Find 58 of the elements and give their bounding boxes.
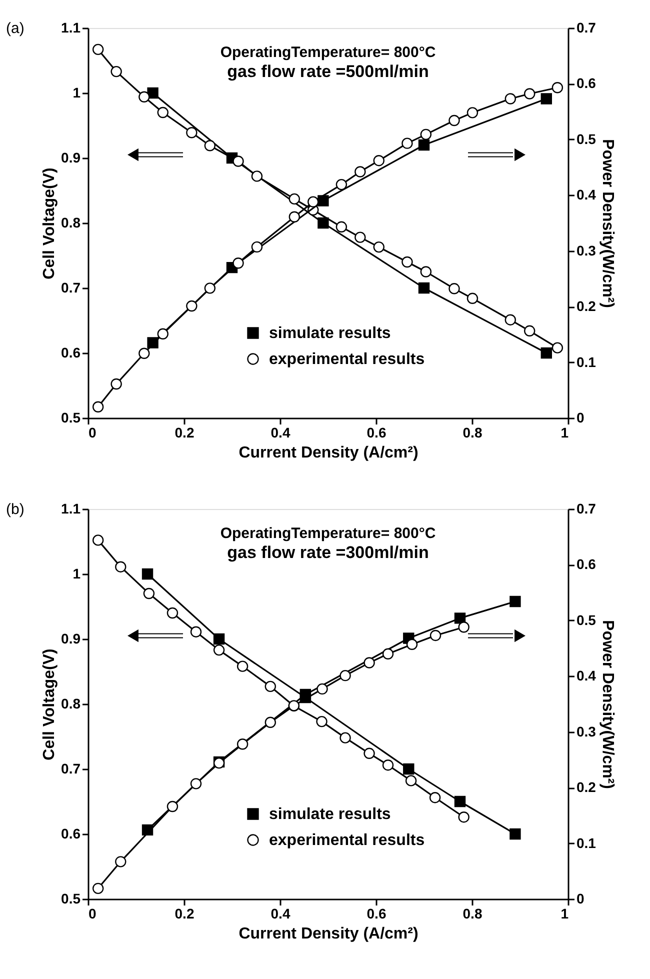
- x-tick-label: 1: [560, 906, 569, 922]
- y2-tick-label: 0.1: [576, 834, 596, 851]
- y-tick-label: 0.9: [61, 150, 81, 166]
- y-tick-label: 0.5: [61, 890, 81, 906]
- y-axis-title: Cell Voltage(V): [41, 168, 58, 280]
- y-axis-title: Cell Voltage(V): [41, 648, 58, 760]
- legend-label: simulate results: [269, 325, 391, 342]
- legend-label: experimental results: [269, 351, 425, 368]
- x-tick-label: 0.4: [270, 424, 290, 440]
- x-tick-label: 0.8: [462, 424, 482, 440]
- annotation: OperatingTemperature= 800°C: [220, 44, 436, 61]
- annotation: gas flow rate =500ml/min: [227, 62, 429, 81]
- x-tick-label: 0: [88, 424, 96, 440]
- y2-tick-label: 0.7: [576, 500, 596, 516]
- y2-tick-label: 0.1: [576, 354, 596, 370]
- y2-tick-label: 0.4: [576, 186, 596, 203]
- annotation: gas flow rate =300ml/min: [227, 543, 429, 562]
- legend-label: experimental results: [269, 832, 425, 849]
- y-tick-label: 0.5: [61, 410, 81, 426]
- x-tick-label: 0.4: [270, 906, 290, 922]
- annotation: OperatingTemperature= 800°C: [220, 525, 436, 542]
- y-tick-label: 1: [72, 566, 81, 582]
- y-tick-label: 1.1: [61, 500, 81, 516]
- y2-tick-label: 0.6: [576, 556, 596, 572]
- legend-label: simulate results: [269, 806, 391, 823]
- x-tick-label: 0.6: [366, 424, 386, 440]
- x-tick-label: 0: [88, 906, 96, 922]
- y-tick-label: 1: [72, 84, 81, 100]
- x-tick-label: 0.2: [174, 906, 194, 922]
- x-axis-title: Current Density (A/cm²): [238, 444, 418, 462]
- y-tick-label: 0.6: [61, 344, 81, 360]
- y2-tick-label: 0.2: [576, 779, 596, 796]
- y2-axis-title: Power Density(W/cm²): [598, 139, 616, 308]
- text: (a): [6, 20, 24, 37]
- x-axis-title: Current Density (A/cm²): [238, 926, 418, 942]
- y-tick-label: 0.8: [61, 696, 81, 712]
- y2-tick-label: 0.3: [576, 723, 596, 740]
- y-tick-label: 0.8: [61, 214, 81, 230]
- y2-tick-label: 0.5: [576, 612, 596, 628]
- y2-tick-label: 0.4: [576, 668, 596, 684]
- x-tick-label: 1: [560, 424, 569, 440]
- x-tick-label: 0.8: [462, 906, 482, 922]
- text: (b): [6, 501, 24, 518]
- y-tick-label: 0.7: [61, 760, 81, 776]
- y-tick-label: 1.1: [61, 20, 81, 36]
- y2-tick-label: 0.6: [576, 75, 596, 92]
- y2-axis-title: Power Density(W/cm²): [598, 620, 616, 789]
- x-tick-label: 0.2: [174, 424, 194, 440]
- y-tick-label: 0.6: [61, 826, 81, 842]
- y2-tick-label: 0.3: [576, 242, 596, 258]
- y2-tick-label: 0.2: [576, 298, 596, 314]
- y-tick-label: 0.7: [61, 280, 81, 296]
- x-tick-label: 0.6: [366, 906, 386, 922]
- y2-tick-label: 0.7: [576, 20, 596, 36]
- y2-tick-label: 0: [576, 890, 584, 906]
- y2-tick-label: 0: [576, 410, 584, 426]
- y-tick-label: 0.9: [61, 630, 81, 646]
- y2-tick-label: 0.5: [576, 130, 596, 147]
